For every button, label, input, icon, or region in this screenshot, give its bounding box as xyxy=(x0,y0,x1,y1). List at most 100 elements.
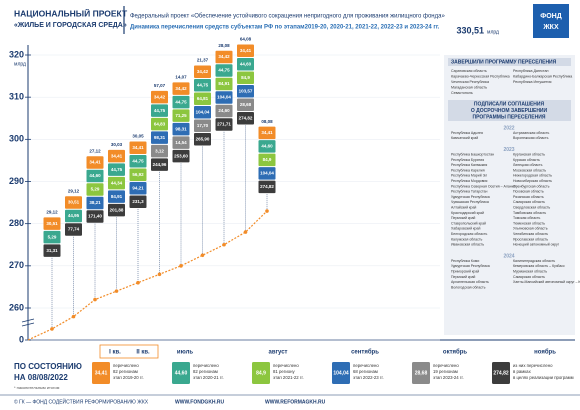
stage-tile xyxy=(194,106,211,119)
legend-note: перечислено xyxy=(353,363,379,368)
stage-tile xyxy=(151,158,168,171)
region: Нижегородская область xyxy=(513,174,552,178)
year-label: 2022 xyxy=(503,125,514,131)
tile-label: 84,91 xyxy=(218,81,230,86)
line-point xyxy=(136,280,140,285)
tile-label: 28,68 xyxy=(240,102,252,107)
column-label: 28,08 xyxy=(218,43,230,48)
footer-link[interactable]: WWW.FONDGKH.RU xyxy=(175,399,225,405)
tile-label: 34,42 xyxy=(154,94,166,99)
tile-label: 44,75 xyxy=(197,82,209,87)
stage-tile xyxy=(65,209,82,223)
legend-note: 82 регионам xyxy=(113,369,138,374)
month-label: август xyxy=(269,350,288,356)
stage-tile xyxy=(129,168,147,181)
region: Республика Северная Осетия – Алания xyxy=(451,184,516,188)
stage-tile xyxy=(108,190,125,203)
stage-tile xyxy=(215,50,233,64)
tile-label: 34,41 xyxy=(111,153,123,158)
region: Республика Ингушетия xyxy=(513,80,552,84)
stage-tile xyxy=(215,77,233,91)
column-label: 08,08 xyxy=(261,119,273,124)
tile-label: 44,75 xyxy=(154,108,166,113)
stage-tile xyxy=(194,79,211,92)
region: Магаданская область xyxy=(451,85,487,89)
tile-label: 34,42 xyxy=(218,54,230,59)
stage-tile xyxy=(172,149,190,163)
tile-label: 5,29 xyxy=(91,187,100,192)
stage-tile xyxy=(86,169,104,183)
legend-swatch xyxy=(172,362,190,384)
tile-label: 34,41 xyxy=(261,130,273,135)
stage-tile xyxy=(237,98,254,111)
legend-value: 274,82 xyxy=(493,370,509,376)
tile-label: 98,31 xyxy=(175,126,187,131)
tile-label: 3,12 xyxy=(155,148,164,153)
legend-note: перечислено xyxy=(113,363,139,368)
stage-tile xyxy=(108,163,125,176)
stage-tile xyxy=(151,117,168,131)
region: Пермский край xyxy=(451,216,475,220)
total: 330,51 xyxy=(456,25,484,35)
tile-label: 274,82 xyxy=(239,115,253,120)
stage-tile xyxy=(129,141,147,154)
legend-swatch xyxy=(92,362,110,384)
region: Воронежская область xyxy=(513,136,549,140)
region: Пермский край xyxy=(451,275,475,279)
column-label: 30,05 xyxy=(132,134,144,139)
region: Астраханская область xyxy=(513,131,549,135)
stage-tile xyxy=(258,180,276,194)
footer-link[interactable]: WWW.REFORMAGKH.RU xyxy=(265,399,326,405)
region: Ивановская область xyxy=(451,243,484,247)
stage-tile xyxy=(108,203,125,217)
stage-tile xyxy=(129,181,147,195)
region: Хабаровский край xyxy=(451,227,480,231)
region: Курская область xyxy=(513,158,540,162)
column-label: 14,07 xyxy=(175,75,187,80)
line-point xyxy=(200,253,205,258)
stage-tile xyxy=(108,176,125,190)
tile-label: 34,41 xyxy=(89,160,101,165)
legend-note: перечислено xyxy=(193,363,219,368)
logo-text: ЖКХ xyxy=(542,24,559,31)
line-point xyxy=(179,264,183,268)
project-name: НАЦИОНАЛЬНЫЙ ПРОЕКТ xyxy=(14,7,128,18)
tile-label: 171,40 xyxy=(88,214,102,219)
stage-tile xyxy=(108,149,125,163)
stage-tile xyxy=(258,126,276,140)
column-label: 29,12 xyxy=(46,210,58,215)
date-label: НА 08/08/2022 xyxy=(14,373,68,382)
month-label: сентябрь xyxy=(351,349,379,356)
footer-text: © ГК — ФОНД СОДЕЙСТВИЯ РЕФОРМИРОВАНИЮ ЖК… xyxy=(14,397,149,405)
y-tick-label: 310 xyxy=(9,92,24,102)
region: Оренбургская область xyxy=(513,184,550,188)
region: Республика Коми xyxy=(451,259,479,263)
tile-label: 17,70 xyxy=(197,123,209,128)
region: Ульяновская область xyxy=(513,227,548,231)
y-unit: млрд xyxy=(14,61,26,67)
legend-value: 34,41 xyxy=(95,370,108,376)
tile-label: 34,41 xyxy=(240,48,252,53)
completed-title: ЗАВЕРШИЛИ ПРОГРАММУ ПЕРЕСЕЛЕНИЯ xyxy=(451,59,557,65)
stage-tile xyxy=(237,111,254,125)
stage-tile xyxy=(237,57,254,71)
tile-label: 84,91 xyxy=(111,194,123,199)
panel-header xyxy=(448,100,571,121)
column-label: 57,07 xyxy=(154,83,166,88)
tile-label: 38,21 xyxy=(89,200,101,205)
tile-label: 103,57 xyxy=(239,88,253,93)
region: Карачаево-Черкесская Республика xyxy=(451,74,510,78)
tile-label: 84,9 xyxy=(263,157,272,162)
tile-label: 44,60 xyxy=(261,144,273,149)
stage-tile xyxy=(237,71,254,84)
region: Республика Карелия xyxy=(451,168,485,172)
region: Приморский край xyxy=(451,270,479,274)
stage-tile xyxy=(86,196,104,210)
region: Самарская область xyxy=(513,275,545,279)
date-note: * накопительным итогом xyxy=(14,385,60,390)
legend-note: из них перечислено xyxy=(513,363,553,368)
date-label: ПО СОСТОЯНИЮ xyxy=(14,362,82,371)
region: Кемеровская область – Кузбасс xyxy=(513,264,565,268)
region: Республика Мордовия xyxy=(451,179,488,183)
